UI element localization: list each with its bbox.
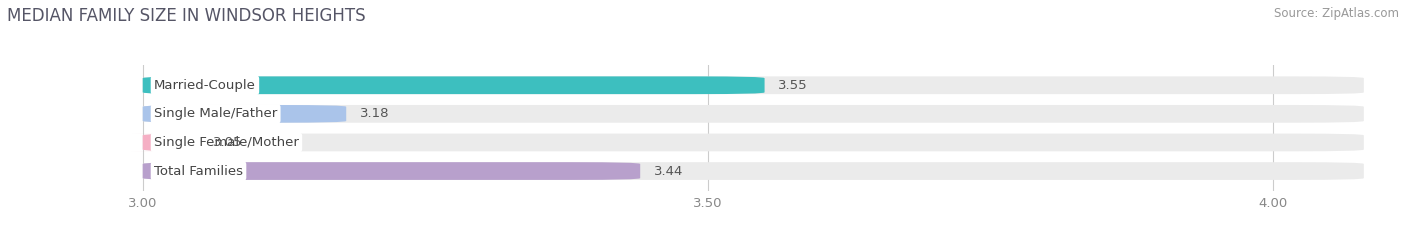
Text: MEDIAN FAMILY SIZE IN WINDSOR HEIGHTS: MEDIAN FAMILY SIZE IN WINDSOR HEIGHTS	[7, 7, 366, 25]
FancyBboxPatch shape	[143, 76, 1364, 94]
FancyBboxPatch shape	[143, 162, 640, 180]
Text: Source: ZipAtlas.com: Source: ZipAtlas.com	[1274, 7, 1399, 20]
Text: 3.55: 3.55	[778, 79, 808, 92]
Text: Single Female/Mother: Single Female/Mother	[155, 136, 299, 149]
Text: 3.44: 3.44	[654, 164, 683, 178]
FancyBboxPatch shape	[143, 162, 1364, 180]
FancyBboxPatch shape	[143, 105, 346, 123]
Text: 3.18: 3.18	[360, 107, 389, 120]
Text: Single Male/Father: Single Male/Father	[155, 107, 277, 120]
FancyBboxPatch shape	[143, 134, 1364, 151]
Text: 3.05: 3.05	[212, 136, 242, 149]
FancyBboxPatch shape	[143, 105, 1364, 123]
Text: Married-Couple: Married-Couple	[155, 79, 256, 92]
FancyBboxPatch shape	[143, 76, 765, 94]
FancyBboxPatch shape	[131, 134, 211, 151]
Text: Total Families: Total Families	[155, 164, 243, 178]
